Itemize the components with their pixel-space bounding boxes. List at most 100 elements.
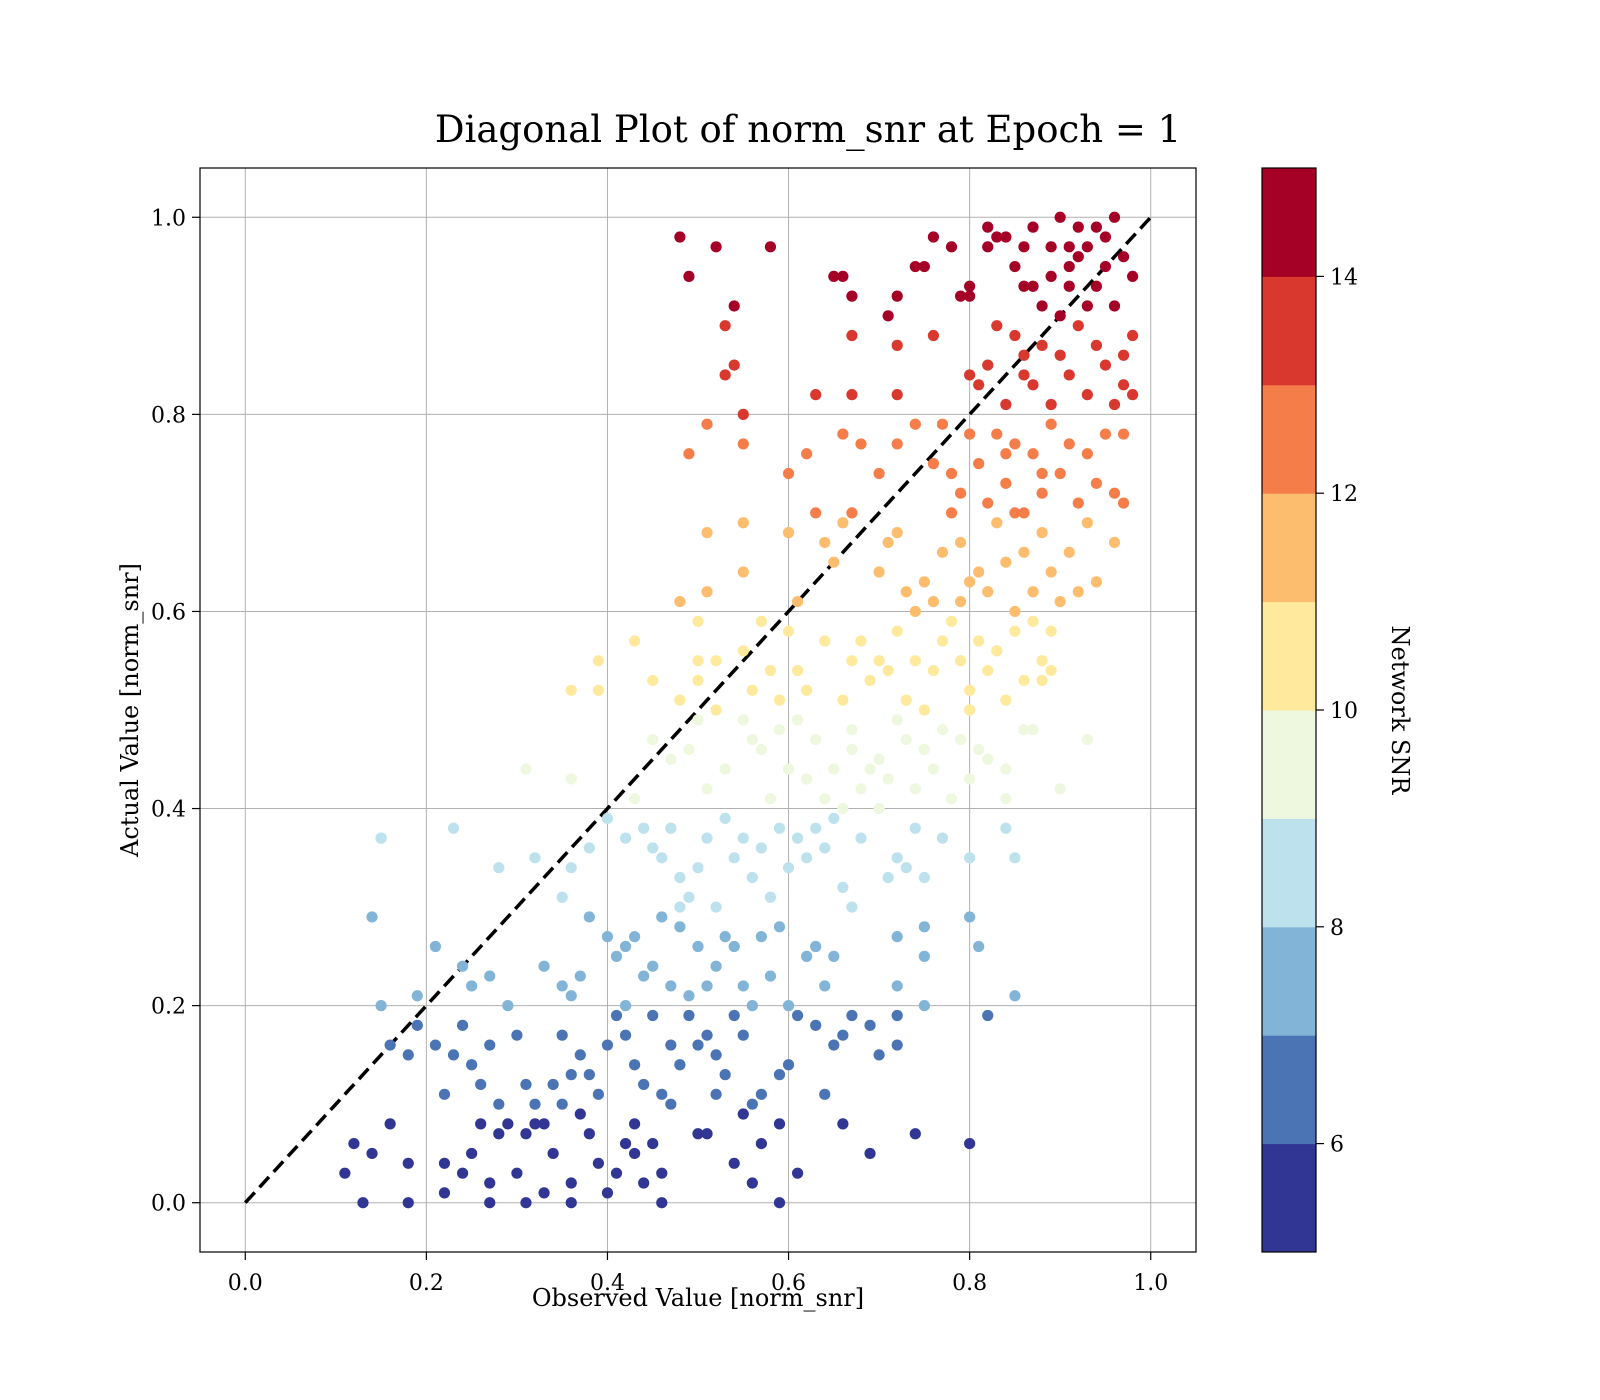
scatter-point (438, 1157, 451, 1169)
scatter-point (982, 664, 994, 677)
scatter-point (701, 1029, 713, 1041)
scatter-point (701, 832, 713, 844)
y-tick-label: 0.6 (151, 600, 186, 625)
scatter-point (583, 911, 595, 923)
colorbar-segment (1262, 601, 1316, 711)
scatter-point (810, 389, 822, 401)
colorbar-tick-label: 8 (1330, 916, 1344, 941)
scatter-point (728, 359, 740, 371)
scatter-point (647, 1009, 659, 1022)
scatter-point (801, 852, 813, 864)
scatter-point (493, 862, 505, 874)
scatter-point (710, 1088, 722, 1100)
scatter-point (638, 822, 650, 834)
scatter-point (855, 438, 867, 450)
scatter-point (728, 940, 740, 953)
scatter-point (366, 911, 378, 923)
scatter-point (719, 1069, 731, 1081)
scatter-point (954, 487, 967, 499)
scatter-point (1000, 763, 1012, 775)
scatter-point (701, 418, 713, 430)
scatter-point (692, 1039, 704, 1051)
scatter-point (1000, 448, 1012, 460)
scatter-point (1054, 783, 1066, 795)
scatter-point (357, 1197, 369, 1209)
scatter-point (792, 596, 804, 608)
scatter-point (719, 931, 731, 943)
scatter-point (936, 724, 949, 736)
scatter-point (701, 1128, 713, 1140)
scatter-point (1117, 428, 1130, 440)
scatter-point (565, 862, 577, 874)
scatter-point (674, 901, 686, 913)
scatter-point (1054, 596, 1066, 608)
scatter-point (1127, 270, 1139, 282)
scatter-point (1108, 536, 1121, 549)
scatter-point (402, 1049, 414, 1061)
scatter-point (819, 536, 831, 549)
scatter-point (456, 1019, 469, 1031)
scatter-point (846, 389, 858, 401)
scatter-point (1054, 349, 1066, 361)
scatter-point (755, 615, 767, 627)
scatter-point (1099, 359, 1112, 371)
scatter-point (665, 1039, 677, 1051)
scatter-point (447, 1049, 460, 1061)
scatter-point (366, 1147, 378, 1160)
scatter-point (927, 664, 940, 677)
scatter-point (719, 812, 731, 825)
colorbar-tick-label: 12 (1330, 482, 1358, 507)
scatter-point (891, 1039, 903, 1051)
scatter-point (656, 1167, 668, 1179)
scatter-point (1027, 615, 1039, 627)
scatter-point (565, 773, 577, 785)
scatter-point (973, 743, 985, 756)
scatter-point (710, 1049, 722, 1061)
scatter-point (1009, 438, 1021, 450)
scatter-point (737, 408, 749, 420)
scatter-point (402, 1157, 414, 1169)
scatter-point (773, 1118, 786, 1130)
scatter-point (402, 1197, 414, 1209)
scatter-point (601, 931, 614, 943)
scatter-point (1000, 477, 1012, 489)
scatter-point (502, 1000, 514, 1012)
scatter-point (1054, 467, 1066, 480)
y-axis-ticks: 0.0 0.2 0.4 0.6 0.8 1.0 (151, 206, 200, 1217)
scatter-point (375, 832, 387, 844)
scatter-point (728, 852, 740, 864)
scatter-point (411, 990, 423, 1002)
scatter-point (737, 832, 749, 844)
scatter-point (964, 576, 976, 588)
scatter-point (873, 753, 885, 765)
scatter-point (1000, 231, 1012, 243)
scatter-point (1045, 398, 1057, 411)
scatter-point (456, 960, 469, 972)
scatter-point (764, 891, 777, 903)
scatter-point (964, 369, 976, 381)
plot-area-frame (199, 167, 1197, 1253)
scatter-point (964, 280, 976, 292)
scatter-point (1045, 664, 1057, 677)
scatter-point (1117, 379, 1130, 391)
scatter-point (755, 1138, 767, 1150)
scatter-point (927, 231, 940, 243)
scatter-point (846, 724, 858, 736)
scatter-point (982, 221, 994, 233)
scatter-point (855, 783, 867, 795)
scatter-point (927, 596, 940, 608)
scatter-point (945, 467, 958, 480)
scatter-point (1054, 211, 1066, 223)
scatter-point (538, 960, 550, 972)
scatter-point (683, 743, 695, 756)
scatter-point (1072, 251, 1084, 263)
scatter-point (466, 1147, 478, 1160)
scatter-point (927, 329, 940, 342)
scatter-point (610, 950, 623, 962)
scatter-point (1063, 546, 1075, 558)
scatter-point (918, 704, 930, 716)
scatter-point (1045, 241, 1057, 253)
scatter-point (792, 714, 804, 726)
scatter-point (1108, 398, 1121, 411)
scatter-point (1018, 280, 1030, 292)
